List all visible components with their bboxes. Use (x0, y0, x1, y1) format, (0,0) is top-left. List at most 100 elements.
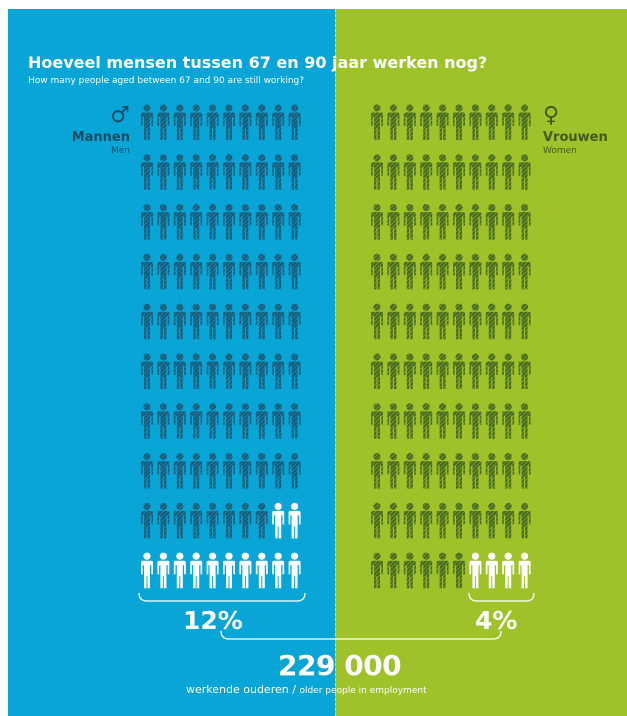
person-icon (223, 253, 235, 290)
person-icon (288, 154, 301, 190)
person-icon (453, 253, 465, 290)
person-icon (223, 353, 235, 389)
person-icon (469, 502, 482, 539)
person-icon (387, 353, 400, 389)
person-icon (272, 453, 285, 489)
people-grids (138, 104, 535, 640)
person-icon (518, 453, 531, 489)
person-icon (190, 204, 203, 240)
person-icon (255, 353, 268, 389)
person-icon (272, 104, 285, 140)
person-icon (420, 502, 433, 539)
person-icon (485, 204, 498, 240)
men-figure-grid (141, 104, 301, 589)
person-icon (206, 204, 219, 240)
person-icon (157, 154, 170, 190)
working-person-icon (288, 552, 301, 589)
person-icon (255, 502, 268, 539)
person-icon (206, 104, 219, 140)
person-icon (469, 403, 482, 439)
person-icon (502, 154, 515, 190)
person-icon (469, 104, 482, 140)
person-icon (288, 453, 301, 489)
person-icon (190, 453, 203, 489)
working-person-icon (190, 552, 203, 589)
person-icon (518, 104, 531, 140)
women-legend: ♀ Vrouwen Women (543, 104, 608, 157)
person-icon (387, 453, 400, 489)
person-icon (157, 204, 170, 240)
person-icon (420, 154, 433, 190)
person-icon (223, 154, 235, 190)
person-icon (371, 154, 383, 190)
person-icon (403, 253, 416, 290)
person-icon (403, 502, 416, 539)
person-icon (436, 453, 449, 489)
person-icon (190, 154, 203, 190)
person-icon (173, 204, 186, 240)
person-icon (420, 353, 433, 389)
person-icon (141, 403, 153, 439)
person-icon (272, 403, 285, 439)
person-icon (239, 502, 252, 539)
person-icon (420, 253, 433, 290)
page-title: Hoeveel mensen tussen 67 en 90 jaar werk… (28, 53, 488, 72)
person-icon (157, 303, 170, 340)
person-icon (436, 303, 449, 340)
person-icon (453, 502, 465, 539)
person-icon (255, 104, 268, 140)
person-icon (436, 403, 449, 439)
person-icon (453, 154, 465, 190)
working-person-icon (485, 552, 498, 589)
person-icon (141, 303, 153, 340)
person-icon (288, 353, 301, 389)
person-icon (239, 154, 252, 190)
person-icon (387, 154, 400, 190)
person-icon (157, 253, 170, 290)
women-label-en: Women (543, 146, 577, 156)
person-icon (371, 104, 383, 140)
person-icon (502, 502, 515, 539)
page-subtitle: How many people aged between 67 and 90 a… (28, 76, 305, 86)
person-icon (239, 403, 252, 439)
person-icon (255, 303, 268, 340)
person-icon (518, 502, 531, 539)
person-icon (190, 303, 203, 340)
caption-dutch: werkende ouderen (186, 683, 289, 696)
person-icon (141, 453, 153, 489)
person-icon (469, 154, 482, 190)
person-icon (403, 204, 416, 240)
person-icon (255, 204, 268, 240)
person-icon (239, 353, 252, 389)
person-icon (255, 403, 268, 439)
caption-english: older people in employment (299, 686, 427, 696)
caption-separator: / (292, 683, 296, 696)
person-icon (502, 204, 515, 240)
person-icon (173, 303, 186, 340)
person-icon (502, 253, 515, 290)
women-label: Vrouwen (543, 130, 608, 145)
person-icon (387, 204, 400, 240)
person-icon (485, 453, 498, 489)
person-icon (141, 253, 153, 290)
person-icon (190, 403, 203, 439)
person-icon (288, 204, 301, 240)
person-icon (141, 204, 153, 240)
person-icon (420, 453, 433, 489)
person-icon (485, 403, 498, 439)
person-icon (453, 552, 465, 589)
person-icon (469, 204, 482, 240)
person-icon (223, 204, 235, 240)
person-icon (387, 552, 400, 589)
person-icon (223, 403, 235, 439)
working-person-icon (173, 552, 186, 589)
person-icon (403, 154, 416, 190)
person-icon (157, 104, 170, 140)
person-icon (190, 253, 203, 290)
person-icon (518, 253, 531, 290)
person-icon (485, 303, 498, 340)
person-icon (173, 453, 186, 489)
person-icon (288, 403, 301, 439)
person-icon (223, 453, 235, 489)
men-label-en: Men (110, 146, 130, 156)
